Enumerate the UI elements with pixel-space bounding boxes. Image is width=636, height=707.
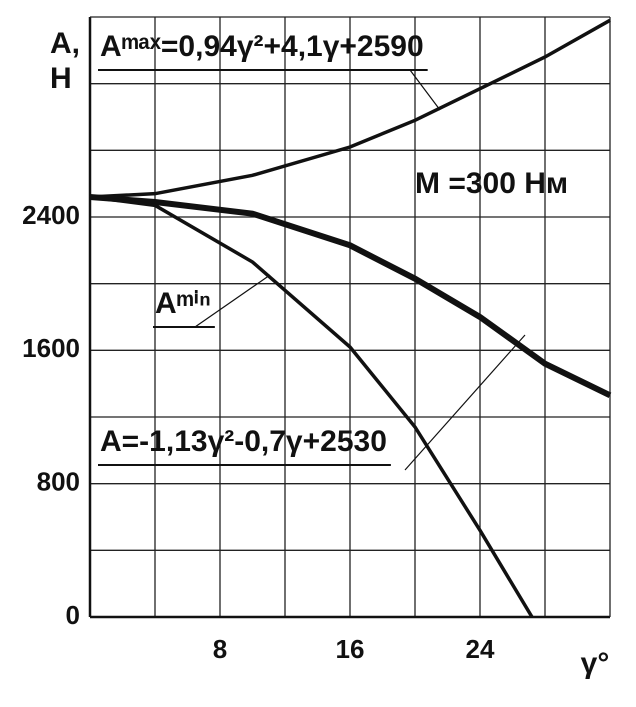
y-tick-label: 800 [37, 467, 80, 497]
x-axis-label: γ° [581, 647, 610, 680]
x-tick-label: 24 [466, 634, 495, 664]
annotation: A=-1,13γ²-0,7γ+2530 [100, 425, 387, 458]
y-tick-label: 2400 [22, 200, 80, 230]
y-tick-label: 0 [66, 600, 80, 630]
curve [89, 195, 534, 618]
x-tick-label: 8 [213, 634, 227, 664]
annotation: Aᵐᵃˣ=0,94γ²+4,1γ+2590 [100, 30, 424, 63]
annotation: M =300 Нм [415, 167, 568, 200]
annotation: Aᵐⁱⁿ [155, 287, 211, 320]
leader-line [194, 274, 271, 328]
leader-line [404, 334, 526, 471]
y-axis-label: A, [50, 27, 80, 60]
x-tick-label: 16 [336, 634, 365, 664]
curve [89, 18, 611, 199]
y-axis-label: Н [50, 62, 72, 95]
leader-line [315, 69, 441, 111]
curve [89, 194, 612, 399]
y-tick-label: 1600 [22, 333, 80, 363]
